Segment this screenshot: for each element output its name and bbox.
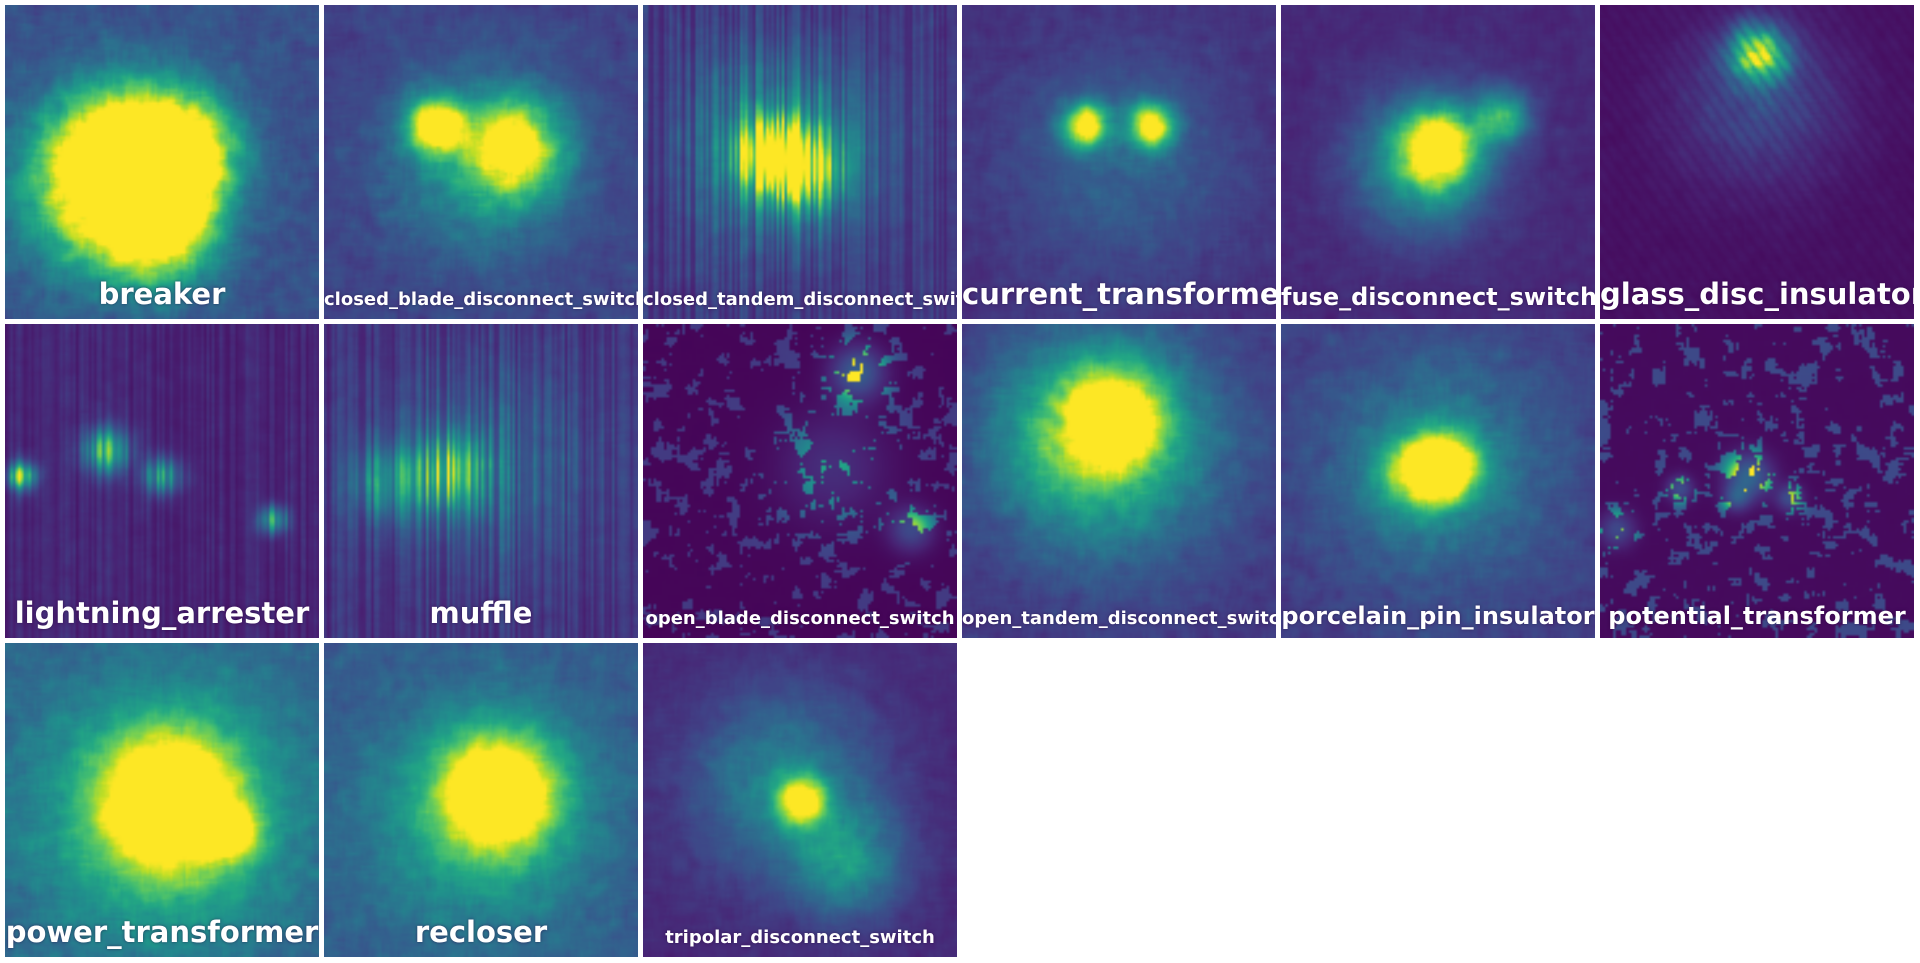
heatmap-tile: porcelain_pin_insulator	[1281, 324, 1595, 638]
heatmap-tile: open_blade_disconnect_switch	[643, 324, 957, 638]
class-label: recloser	[414, 915, 548, 949]
class-heatmap-grid: breaker closed_blade_disconnect_switch clo…	[5, 5, 1915, 958]
heatmap-tile: current_transformer	[962, 5, 1276, 319]
class-label: breaker	[98, 277, 226, 311]
heatmap-tile: potential_transformer	[1600, 324, 1914, 638]
heatmap-image	[5, 324, 319, 638]
class-label: power_transformer	[5, 915, 319, 949]
class-label: porcelain_pin_insulator	[1281, 602, 1595, 630]
class-label: closed_blade_disconnect_switch	[324, 289, 638, 310]
heatmap-image	[5, 643, 319, 957]
heatmap-tile: recloser	[324, 643, 638, 957]
class-label: open_tandem_disconnect_switch	[962, 608, 1276, 629]
class-label: lightning_arrester	[14, 596, 310, 630]
heatmap-image	[643, 324, 957, 638]
class-label: potential_transformer	[1608, 602, 1906, 630]
heatmap-image	[962, 324, 1276, 638]
heatmap-tile: lightning_arrester	[5, 324, 319, 638]
heatmap-image	[1281, 5, 1595, 319]
heatmap-image	[962, 5, 1276, 319]
heatmap-image	[5, 5, 319, 319]
heatmap-tile: glass_disc_insulator	[1600, 5, 1914, 319]
heatmap-image	[1600, 5, 1914, 319]
heatmap-tile: fuse_disconnect_switch	[1281, 5, 1595, 319]
heatmap-tile: closed_tandem_disconnect_switch	[643, 5, 957, 319]
heatmap-tile: breaker	[5, 5, 319, 319]
heatmap-image	[1600, 324, 1914, 638]
heatmap-image	[643, 5, 957, 319]
heatmap-image	[1281, 324, 1595, 638]
class-label: tripolar_disconnect_switch	[665, 927, 935, 948]
class-label: muffle	[429, 596, 533, 630]
class-label: fuse_disconnect_switch	[1281, 283, 1595, 311]
class-label: current_transformer	[962, 277, 1276, 311]
heatmap-image	[324, 643, 638, 957]
heatmap-tile: tripolar_disconnect_switch	[643, 643, 957, 957]
heatmap-image	[324, 5, 638, 319]
heatmap-image	[643, 643, 957, 957]
heatmap-tile: power_transformer	[5, 643, 319, 957]
heatmap-tile: closed_blade_disconnect_switch	[324, 5, 638, 319]
heatmap-image	[324, 324, 638, 638]
heatmap-tile: open_tandem_disconnect_switch	[962, 324, 1276, 638]
class-label: closed_tandem_disconnect_switch	[643, 289, 957, 310]
heatmap-tile: muffle	[324, 324, 638, 638]
class-label: glass_disc_insulator	[1600, 277, 1914, 311]
class-label: open_blade_disconnect_switch	[645, 608, 955, 629]
